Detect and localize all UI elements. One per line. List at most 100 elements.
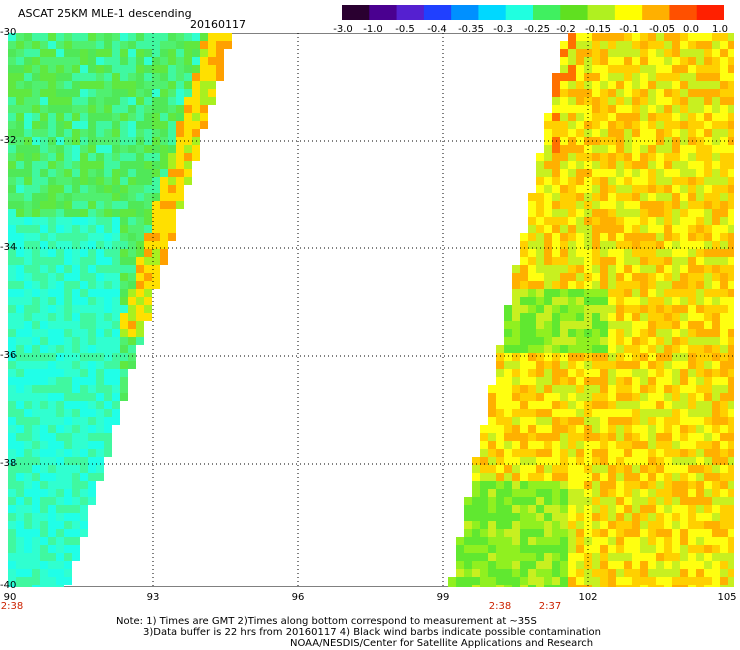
swath-cell — [624, 385, 632, 393]
swath-cell — [520, 529, 528, 537]
swath-cell — [24, 329, 32, 337]
swath-cell — [104, 377, 112, 385]
swath-cell — [56, 465, 64, 473]
swath-cell — [176, 57, 184, 65]
swath-cell — [488, 393, 496, 401]
swath-cell — [552, 161, 560, 169]
swath-cell — [16, 401, 24, 409]
lat-label: -34 — [0, 242, 17, 253]
swath-cell — [112, 97, 120, 105]
swath-cell — [664, 129, 672, 137]
swath-cell — [624, 497, 632, 505]
swath-cell — [152, 113, 160, 121]
swath-cell — [8, 577, 16, 585]
swath-cell — [88, 49, 96, 57]
swath-cell — [640, 265, 648, 273]
swath-cell — [632, 441, 640, 449]
swath-cell — [112, 265, 120, 273]
swath-cell — [704, 465, 712, 473]
swath-cell — [544, 129, 552, 137]
swath-cell — [712, 81, 720, 89]
swath-cell — [560, 217, 568, 225]
swath-cell — [616, 497, 624, 505]
swath-cell — [672, 329, 680, 337]
swath-cell — [648, 273, 656, 281]
swath-cell — [712, 337, 720, 345]
swath-cell — [592, 553, 600, 561]
swath-cell — [568, 481, 576, 489]
swath-cell — [688, 569, 696, 577]
swath-cell — [40, 217, 48, 225]
swath-cell — [672, 393, 680, 401]
swath-cell — [72, 521, 80, 529]
swath-cell — [544, 369, 552, 377]
swath-cell — [72, 105, 80, 113]
swath-cell — [136, 129, 144, 137]
swath-cell — [144, 33, 152, 41]
swath-cell — [656, 153, 664, 161]
swath-cell — [64, 257, 72, 265]
swath-cell — [680, 505, 688, 513]
swath-cell — [640, 225, 648, 233]
swath-cell — [552, 337, 560, 345]
swath-cell — [560, 545, 568, 553]
swath-cell — [640, 113, 648, 121]
swath-cell — [528, 409, 536, 417]
swath-cell — [576, 97, 584, 105]
swath-cell — [592, 441, 600, 449]
swath-cell — [632, 57, 640, 65]
swath-cell — [104, 305, 112, 313]
swath-cell — [544, 233, 552, 241]
swath-cell — [592, 129, 600, 137]
swath-cell — [648, 425, 656, 433]
swath-cell — [88, 289, 96, 297]
swath-cell — [560, 441, 568, 449]
swath-cell — [160, 193, 168, 201]
swath-cell — [88, 33, 96, 41]
swath-cell — [624, 281, 632, 289]
swath-cell — [672, 73, 680, 81]
colorbar-label: -3.0 — [333, 24, 353, 35]
swath-cell — [632, 161, 640, 169]
swath-cell — [152, 257, 160, 265]
swath-cell — [8, 81, 16, 89]
swath-cell — [552, 241, 560, 249]
swath-cell — [56, 265, 64, 273]
swath-cell — [128, 265, 136, 273]
swath-cell — [216, 57, 224, 65]
swath-cell — [664, 97, 672, 105]
swath-cell — [552, 449, 560, 457]
swath-cell — [552, 425, 560, 433]
swath-cell — [456, 553, 464, 561]
swath-cell — [144, 73, 152, 81]
swath-cell — [32, 193, 40, 201]
swath-cell — [688, 561, 696, 569]
swath-cell — [80, 377, 88, 385]
swath-cell — [80, 457, 88, 465]
swath-cell — [616, 33, 624, 41]
swath-cell — [608, 201, 616, 209]
swath-cell — [712, 113, 720, 121]
swath-cell — [104, 401, 112, 409]
colorbar-label: -0.05 — [649, 24, 675, 35]
swath-cell — [8, 345, 16, 353]
swath-cell — [640, 273, 648, 281]
swath-cell — [136, 145, 144, 153]
swath-cell — [104, 153, 112, 161]
swath-cell — [640, 97, 648, 105]
swath-cell — [720, 233, 728, 241]
swath-cell — [728, 89, 734, 97]
swath-cell — [8, 65, 16, 73]
swath-cell — [184, 177, 192, 185]
swath-cell — [672, 585, 680, 587]
swath-cell — [600, 73, 608, 81]
swath-cell — [624, 249, 632, 257]
swath-cell — [568, 281, 576, 289]
swath-cell — [536, 561, 544, 569]
swath-cell — [648, 33, 656, 41]
swath-cell — [656, 129, 664, 137]
swath-cell — [40, 233, 48, 241]
swath-cell — [80, 465, 88, 473]
swath-cell — [520, 233, 528, 241]
swath-cell — [48, 369, 56, 377]
